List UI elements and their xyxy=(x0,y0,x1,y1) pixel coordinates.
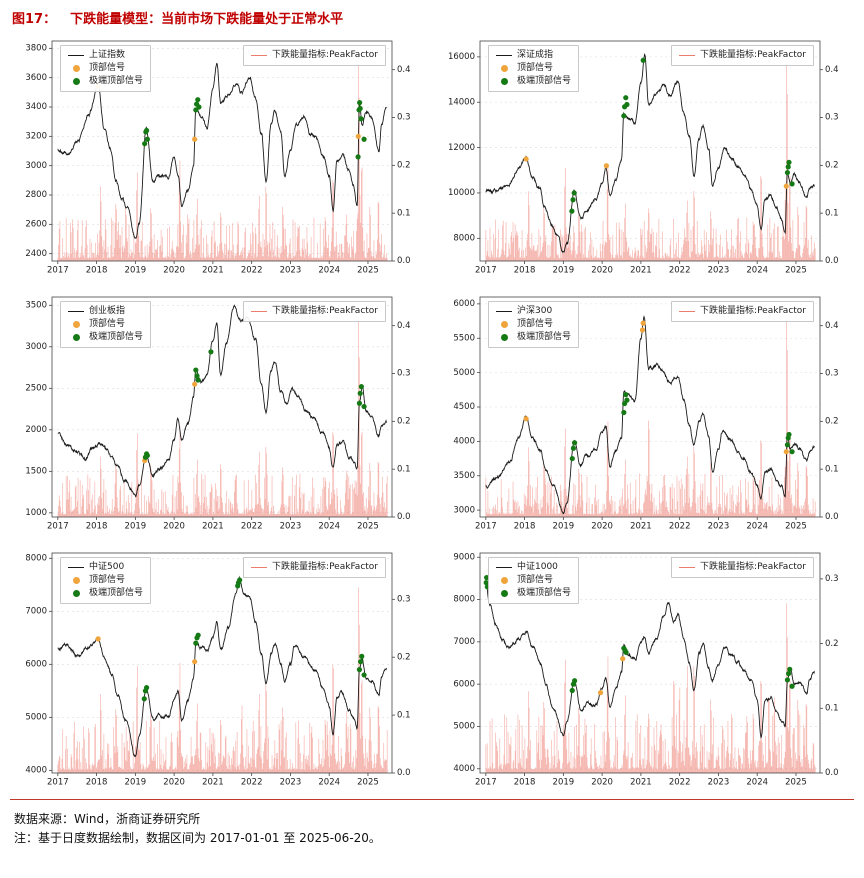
chart-grid: 上证指数 顶部信号 极端顶部信号 下跌能量指标:PeakFactor 深证成指 … xyxy=(6,33,858,793)
peakfactor-legend: 下跌能量指标:PeakFactor xyxy=(243,557,386,579)
figure-footer: 数据来源：Wind，浙商证券研究所 注：基于日度数据绘制，数据区间为 2017-… xyxy=(6,804,858,848)
price-line-swatch xyxy=(496,311,512,313)
extreme-signal-label: 极端顶部信号 xyxy=(89,332,144,343)
price-line-swatch xyxy=(496,55,512,57)
series-legend: 深证成指 顶部信号 极端顶部信号 xyxy=(488,45,580,93)
data-source: 数据来源：Wind，浙商证券研究所 xyxy=(14,812,201,826)
price-line-swatch xyxy=(496,567,512,569)
figure-title-text: 下跌能量模型：当前市场下跌能量处于正常水平 xyxy=(70,12,344,27)
top-signal-label: 顶部信号 xyxy=(517,319,554,330)
red-divider xyxy=(10,799,854,800)
price-line-swatch xyxy=(68,567,84,569)
series-legend: 沪深300 顶部信号 极端顶部信号 xyxy=(488,301,580,349)
peakfactor-legend: 下跌能量指标:PeakFactor xyxy=(671,301,814,323)
extreme-signal-label: 极端顶部信号 xyxy=(517,332,572,343)
top-signal-dot-icon xyxy=(501,321,508,329)
peakfactor-legend: 下跌能量指标:PeakFactor xyxy=(671,557,814,579)
top-signal-dot-icon xyxy=(73,577,80,585)
series-legend: 创业板指 顶部信号 极端顶部信号 xyxy=(60,301,152,349)
top-signal-label: 顶部信号 xyxy=(517,63,554,74)
top-signal-dot-icon xyxy=(73,65,80,73)
top-signal-dot-icon xyxy=(73,321,80,329)
series-legend: 上证指数 顶部信号 极端顶部信号 xyxy=(60,45,152,93)
top-signal-dot-icon xyxy=(501,577,508,585)
extreme-signal-label: 极端顶部信号 xyxy=(89,76,144,87)
figure: 图17： 下跌能量模型：当前市场下跌能量处于正常水平 上证指数 顶部信号 极端顶部… xyxy=(6,4,858,848)
peakfactor-label: 下跌能量指标:PeakFactor xyxy=(700,50,806,60)
series-label: 中证1000 xyxy=(517,562,558,572)
peakfactor-label: 下跌能量指标:PeakFactor xyxy=(700,562,806,572)
footnote: 注：基于日度数据绘制，数据区间为 2017-01-01 至 2025-06-20… xyxy=(14,831,381,846)
chart-panel-shenzhen-component: 深证成指 顶部信号 极端顶部信号 下跌能量指标:PeakFactor xyxy=(438,33,854,281)
peakfactor-legend: 下跌能量指标:PeakFactor xyxy=(243,301,386,323)
figure-title: 图17： 下跌能量模型：当前市场下跌能量处于正常水平 xyxy=(6,4,858,33)
extreme-signal-dot-icon xyxy=(73,590,80,598)
price-line-swatch xyxy=(68,311,84,313)
top-signal-label: 顶部信号 xyxy=(89,319,126,330)
extreme-signal-label: 极端顶部信号 xyxy=(89,588,144,599)
price-line-swatch xyxy=(68,55,84,57)
series-label: 创业板指 xyxy=(89,306,126,316)
peakfactor-label: 下跌能量指标:PeakFactor xyxy=(272,50,378,60)
peakfactor-swatch xyxy=(679,567,696,569)
peakfactor-swatch xyxy=(251,311,268,313)
top-signal-label: 顶部信号 xyxy=(89,63,126,74)
extreme-signal-dot-icon xyxy=(501,334,508,342)
peakfactor-swatch xyxy=(251,55,268,57)
chart-panel-shanghai-composite: 上证指数 顶部信号 极端顶部信号 下跌能量指标:PeakFactor xyxy=(10,33,426,281)
peakfactor-label: 下跌能量指标:PeakFactor xyxy=(272,306,378,316)
chart-panel-csi500: 中证500 顶部信号 极端顶部信号 下跌能量指标:PeakFactor xyxy=(10,545,426,793)
series-label: 上证指数 xyxy=(89,50,126,60)
top-signal-label: 顶部信号 xyxy=(89,575,126,586)
extreme-signal-dot-icon xyxy=(501,590,508,598)
chart-panel-chinext: 创业板指 顶部信号 极端顶部信号 下跌能量指标:PeakFactor xyxy=(10,289,426,537)
extreme-signal-dot-icon xyxy=(73,78,80,86)
extreme-signal-label: 极端顶部信号 xyxy=(517,76,572,87)
extreme-signal-label: 极端顶部信号 xyxy=(517,588,572,599)
peakfactor-swatch xyxy=(251,567,268,569)
series-label: 深证成指 xyxy=(517,50,554,60)
series-legend: 中证500 顶部信号 极端顶部信号 xyxy=(60,557,152,605)
extreme-signal-dot-icon xyxy=(501,78,508,86)
extreme-signal-dot-icon xyxy=(73,334,80,342)
peakfactor-swatch xyxy=(679,311,696,313)
peakfactor-legend: 下跌能量指标:PeakFactor xyxy=(671,45,814,67)
top-signal-dot-icon xyxy=(501,65,508,73)
series-legend: 中证1000 顶部信号 极端顶部信号 xyxy=(488,557,580,605)
chart-panel-csi300: 沪深300 顶部信号 极端顶部信号 下跌能量指标:PeakFactor xyxy=(438,289,854,537)
peakfactor-swatch xyxy=(679,55,696,57)
peakfactor-label: 下跌能量指标:PeakFactor xyxy=(272,562,378,572)
series-label: 中证500 xyxy=(89,562,125,572)
chart-panel-csi1000: 中证1000 顶部信号 极端顶部信号 下跌能量指标:PeakFactor xyxy=(438,545,854,793)
figure-number: 图17： xyxy=(12,12,57,27)
top-signal-label: 顶部信号 xyxy=(517,575,554,586)
peakfactor-label: 下跌能量指标:PeakFactor xyxy=(700,306,806,316)
peakfactor-legend: 下跌能量指标:PeakFactor xyxy=(243,45,386,67)
series-label: 沪深300 xyxy=(517,306,553,316)
